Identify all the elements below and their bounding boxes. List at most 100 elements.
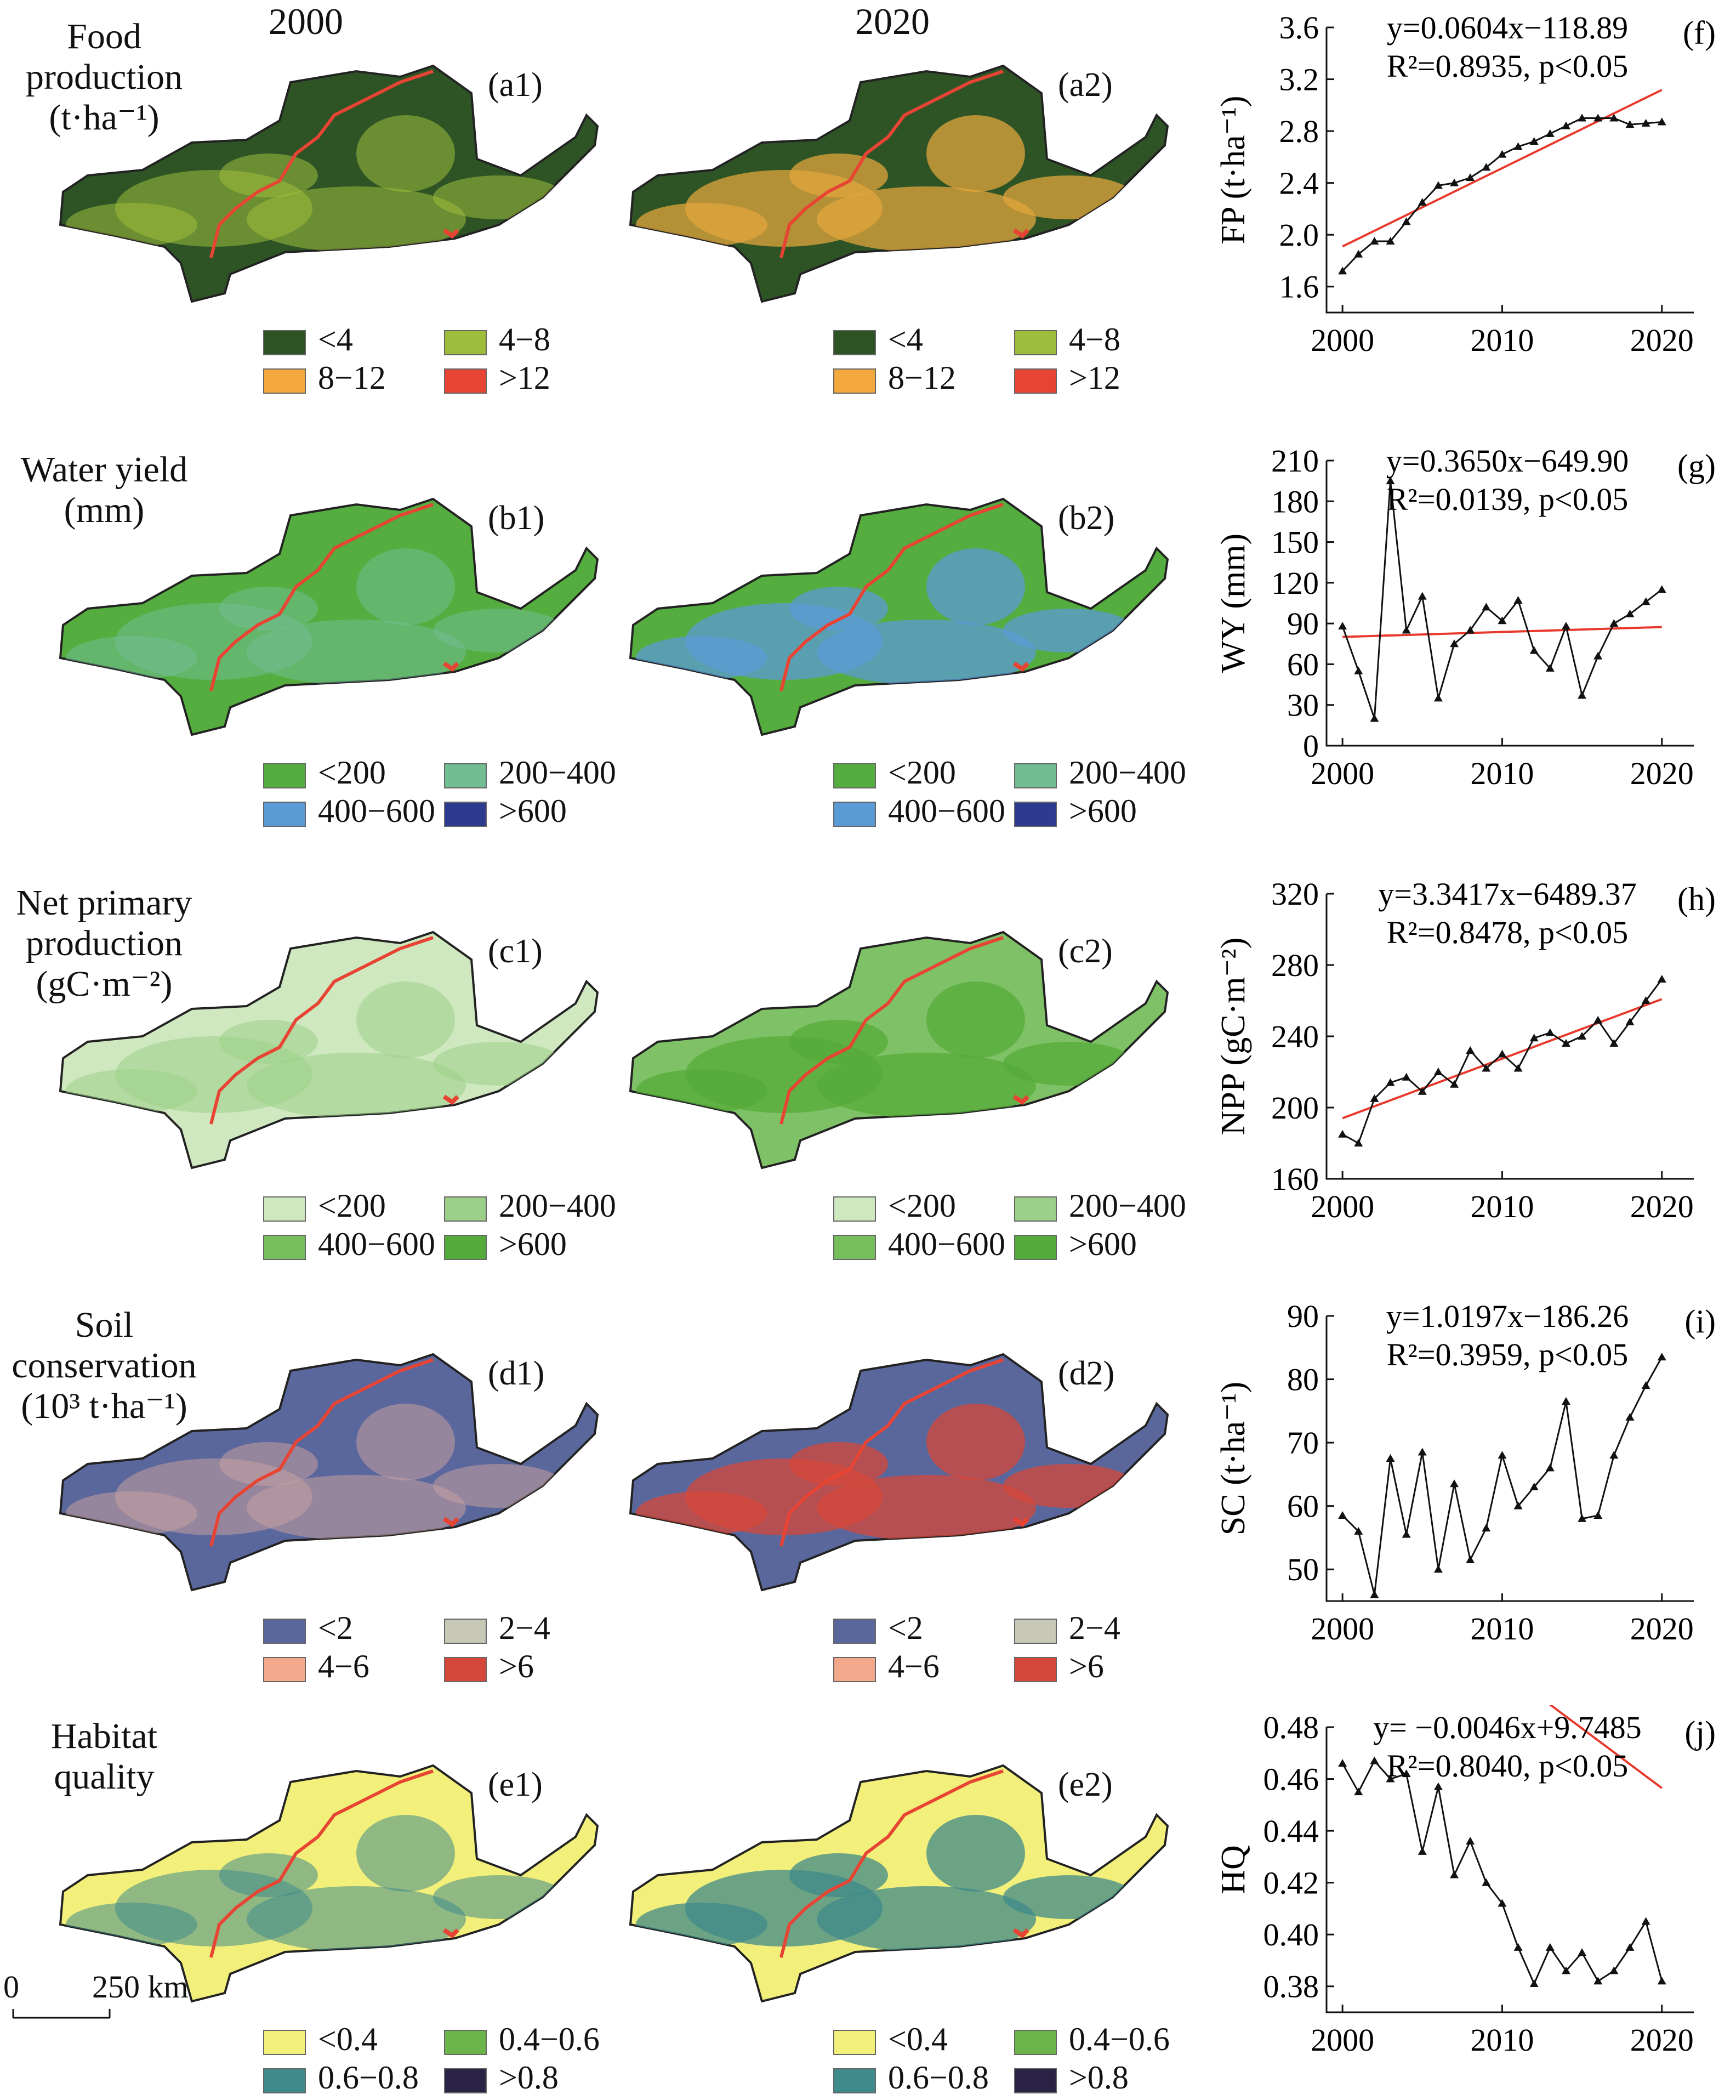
data-point — [1402, 217, 1411, 225]
data-point — [1641, 1917, 1650, 1925]
legend-item: 0.4−0.6 — [444, 2020, 600, 2058]
equation-line-2: R²=0.8478, p<0.05 — [1387, 915, 1629, 950]
legend-label: 0.4−0.6 — [1069, 2021, 1170, 2057]
legend-swatch — [833, 2068, 876, 2094]
y-tick-label: 90 — [1287, 1298, 1319, 1334]
scale-zero: 0 — [3, 1969, 19, 2005]
legend-label: >6 — [1069, 1648, 1104, 1684]
scale-line — [12, 2009, 111, 2019]
legend-wy-2000: <200 200−400 400−600 >600 — [263, 754, 616, 831]
data-point — [1625, 609, 1635, 617]
legend-swatch — [444, 2068, 487, 2094]
legend-item: 4−6 — [263, 1648, 369, 1685]
legend-fp-2020: <4 4−8 8−12 >12 — [833, 321, 1173, 398]
year-2000-header: 2000 — [269, 1, 343, 42]
data-point — [1482, 603, 1491, 611]
legend-swatch — [444, 330, 487, 356]
x-tick-label: 2020 — [1630, 2022, 1694, 2058]
data-point — [1657, 1977, 1666, 1985]
data-point — [1370, 1756, 1379, 1764]
series-line — [1342, 1357, 1663, 1595]
y-tick-label: 0.48 — [1263, 1710, 1319, 1745]
map-npp-2000 — [59, 930, 599, 1170]
y-tick-label: 0 — [1303, 728, 1319, 764]
data-point — [1657, 117, 1666, 126]
y-tick-label: 60 — [1287, 646, 1319, 682]
panel-label-wy-2: (b2) — [1058, 500, 1115, 537]
x-tick-label: 2010 — [1470, 2022, 1534, 2058]
legend-item: 400−600 — [263, 1225, 435, 1263]
legend-wy-2020: <200 200−400 400−600 >600 — [833, 754, 1186, 831]
trend-chart-0: 1.6 2.0 2.4 2.8 3.2 3.6 2000 2010 2020 FP (t·ha⁻¹… — [1215, 10, 1716, 358]
chart-panel-label: (h) — [1677, 881, 1716, 917]
x-tick-label: 2000 — [1311, 2022, 1374, 2058]
y-tick-label: 150 — [1271, 525, 1319, 560]
data-point — [1578, 1032, 1587, 1040]
data-point — [1529, 1483, 1539, 1490]
data-point — [1513, 1501, 1523, 1509]
legend-label: >600 — [1069, 793, 1137, 829]
legend-label: 4−8 — [499, 321, 550, 357]
river-line — [779, 1769, 1004, 1958]
legend-item: <200 — [833, 1187, 956, 1225]
legend-item: 4−8 — [444, 321, 550, 359]
panel-label-sc-1: (d1) — [488, 1355, 545, 1392]
data-point — [1354, 1787, 1363, 1796]
chart-panel-label: (f) — [1683, 15, 1716, 51]
basin-class-patches — [66, 1815, 565, 1952]
y-tick-label: 280 — [1271, 947, 1319, 983]
data-point — [1657, 585, 1666, 593]
legend-label: 4−8 — [1069, 321, 1120, 357]
legend-swatch — [444, 368, 487, 394]
data-point — [1338, 1130, 1347, 1138]
legend-swatch — [833, 763, 876, 789]
panel-label-fp-1: (a1) — [488, 66, 543, 104]
legend-item: 8−12 — [833, 359, 956, 397]
data-point — [1386, 1454, 1395, 1462]
legend-swatch — [263, 763, 306, 789]
data-point — [1609, 1039, 1619, 1047]
legend-label: >600 — [499, 1226, 567, 1262]
legend-label: <4 — [318, 321, 353, 357]
legend-item: 4−8 — [1014, 321, 1120, 359]
legend-label: 4−6 — [888, 1648, 940, 1684]
legend-label: >600 — [499, 793, 567, 829]
data-point — [1529, 646, 1539, 654]
data-point — [1593, 651, 1603, 660]
legend-label: <200 — [888, 754, 956, 791]
y-tick-label: 320 — [1271, 876, 1319, 912]
basin-class-patches — [636, 981, 1135, 1119]
scale-bar: 0 250 km — [0, 1968, 219, 2029]
data-point — [1545, 663, 1555, 672]
x-tick-label: 2020 — [1630, 1611, 1694, 1647]
data-point — [1466, 1555, 1475, 1563]
data-point — [1657, 975, 1666, 983]
y-tick-label: 120 — [1271, 565, 1319, 601]
data-point — [1338, 266, 1347, 275]
map-wy-2020 — [629, 497, 1169, 736]
panel-label-hq-2: (e2) — [1058, 1766, 1113, 1803]
data-point — [1625, 1943, 1635, 1951]
basin-class-patches — [636, 548, 1135, 685]
row-title-npp: Net primary production (gC·m⁻²) — [0, 883, 208, 1004]
y-axis-label: FP (t·ha⁻¹) — [1215, 95, 1252, 244]
data-point — [1641, 1381, 1650, 1389]
row-title-line: (t·ha⁻¹) — [49, 98, 160, 138]
y-tick-label: 0.38 — [1263, 1969, 1319, 2005]
data-point — [1482, 163, 1491, 171]
legend-swatch — [263, 1619, 306, 1644]
data-point — [1561, 622, 1570, 630]
data-point — [1418, 1087, 1427, 1095]
legend-swatch — [833, 1657, 876, 1683]
x-tick-label: 2010 — [1470, 756, 1534, 791]
legend-swatch — [444, 1196, 487, 1222]
legend-label: 0.6−0.8 — [888, 2059, 989, 2096]
x-tick-label: 2010 — [1470, 322, 1534, 358]
panel-label-hq-1: (e1) — [488, 1766, 543, 1803]
legend-item: 8−12 — [263, 359, 386, 397]
axes — [1325, 1316, 1694, 1602]
row-title-line: Soil conservation — [12, 1305, 197, 1386]
legend-label: 200−400 — [499, 1188, 616, 1224]
data-point — [1561, 1039, 1570, 1047]
equation-line-1: y=3.3417x−6489.37 — [1378, 876, 1636, 912]
